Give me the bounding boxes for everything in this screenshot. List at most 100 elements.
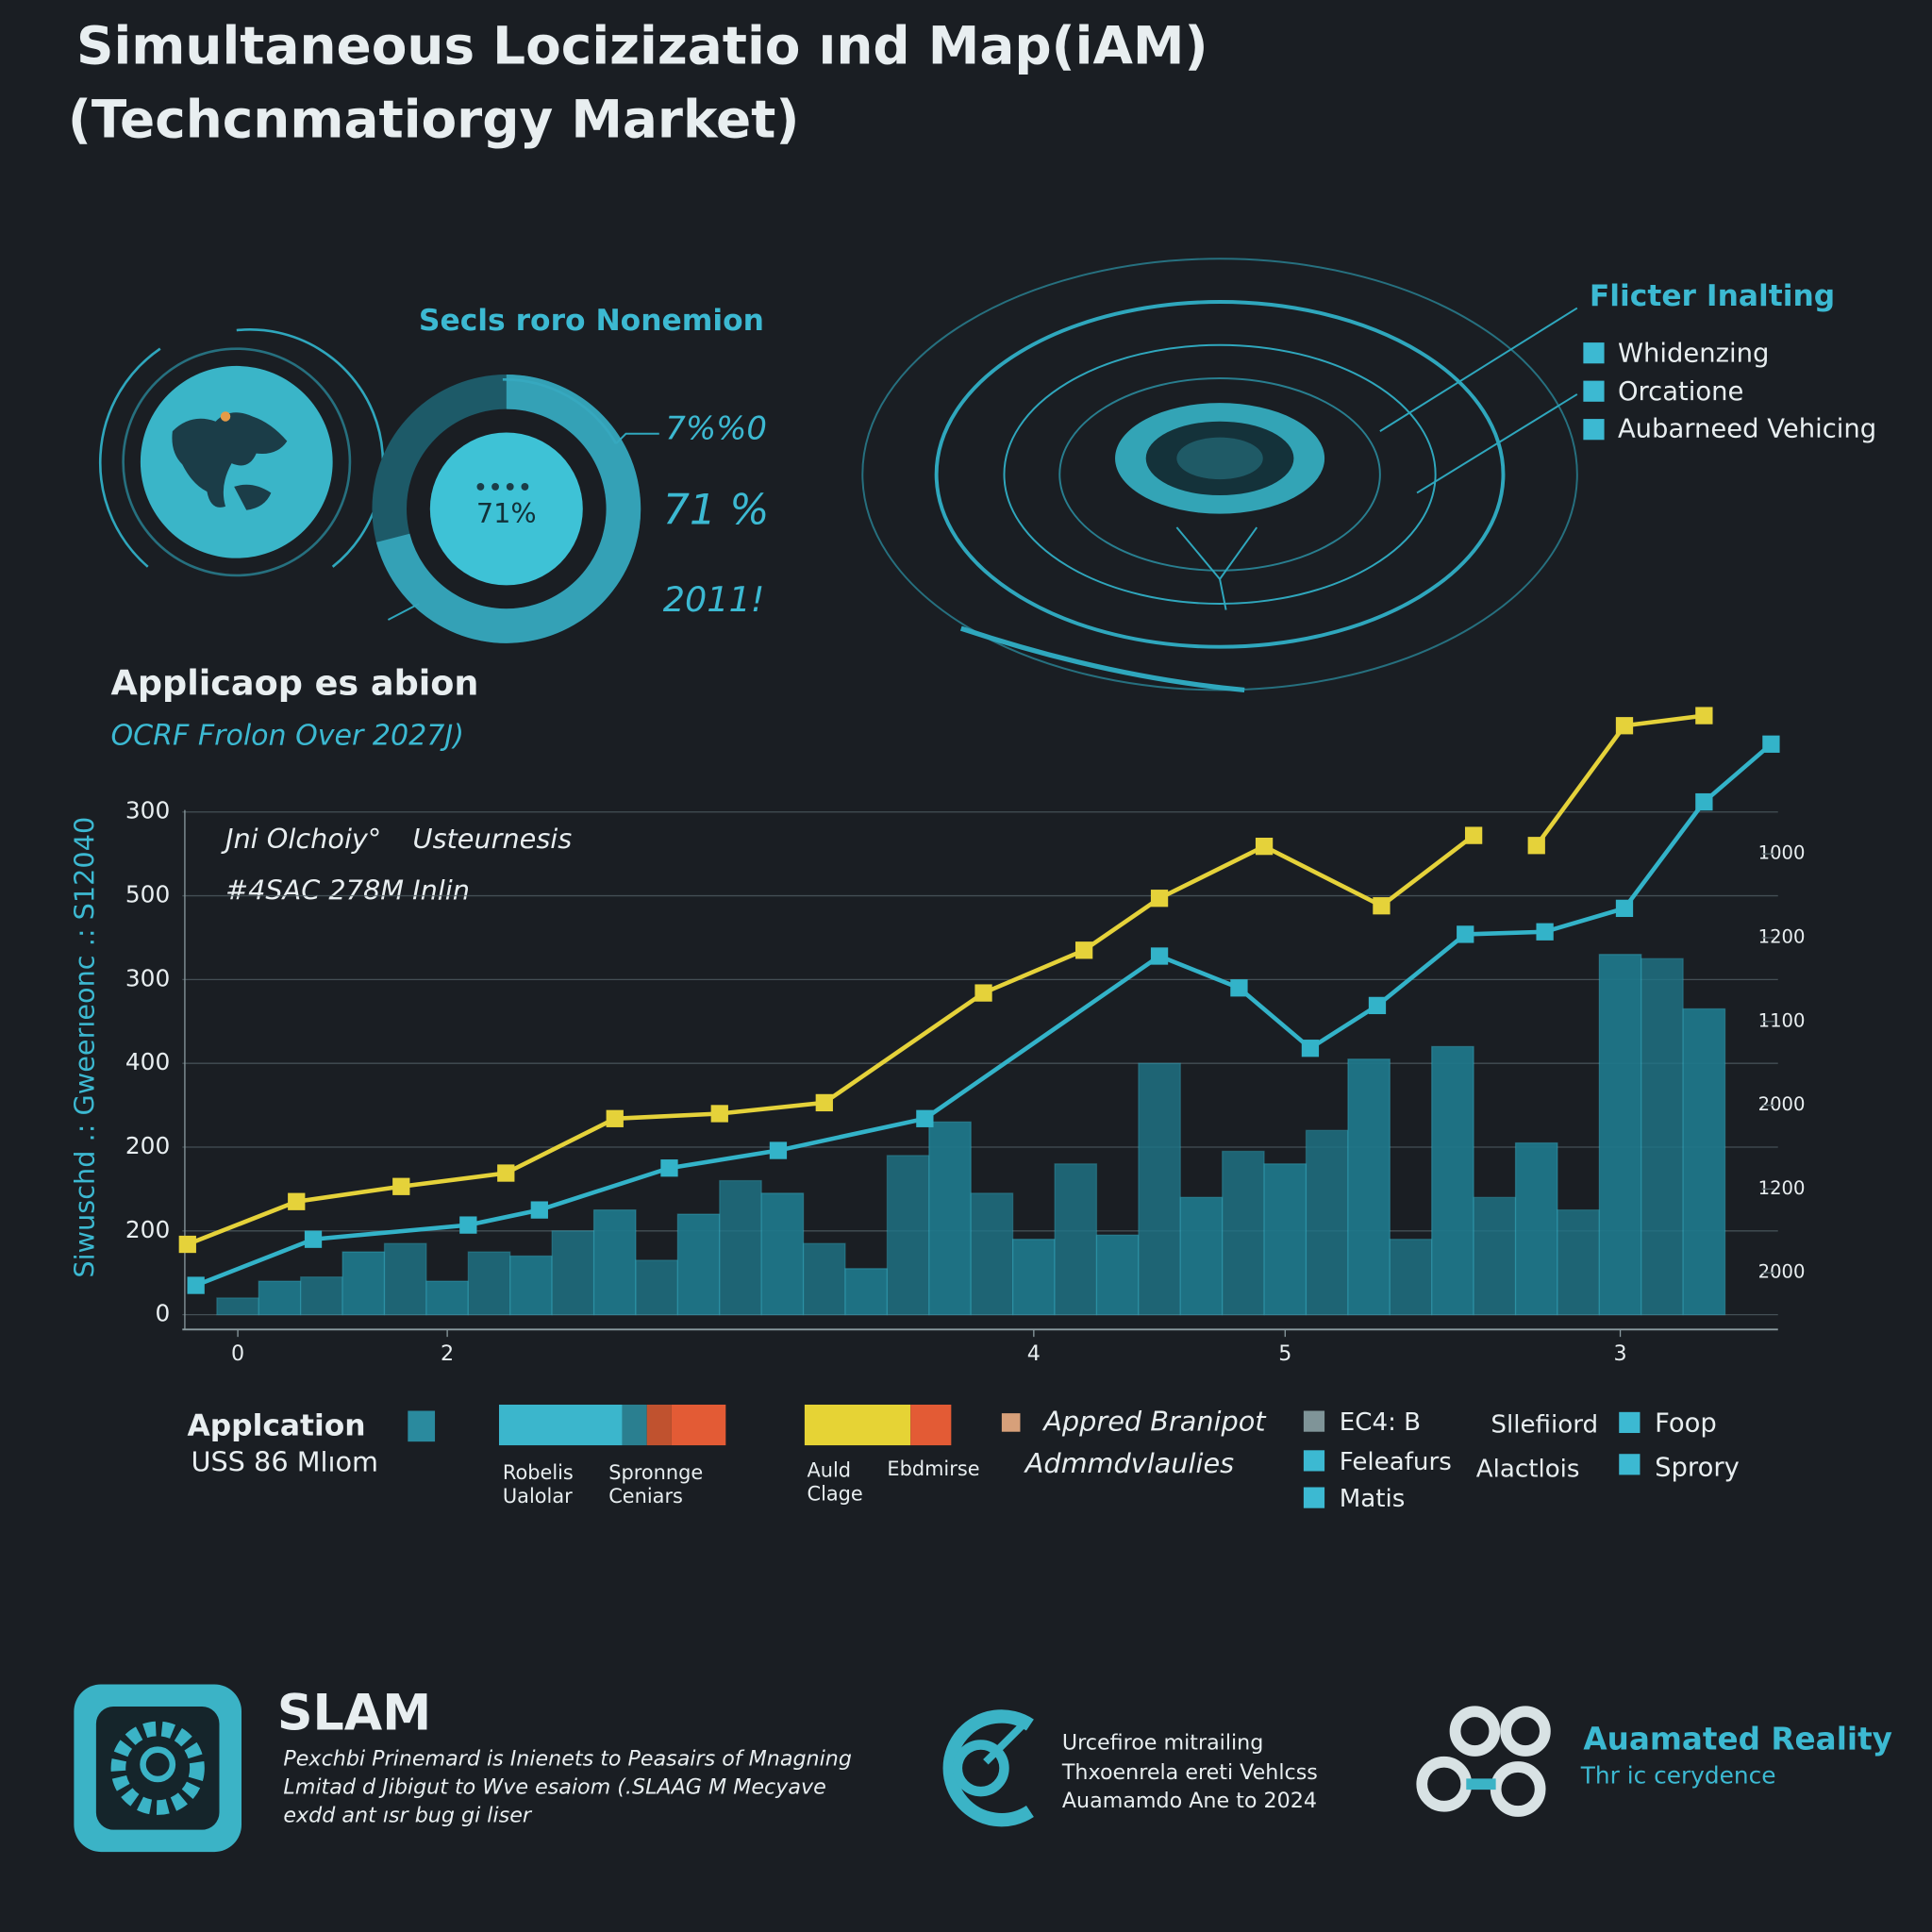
bar	[1473, 1196, 1517, 1316]
bar	[341, 1251, 386, 1316]
marker	[1457, 925, 1474, 943]
bar	[592, 1208, 637, 1316]
stat: 7%%0	[665, 409, 767, 447]
marker	[288, 1192, 306, 1210]
x-tick-label: 5	[1278, 1341, 1291, 1366]
bar	[1514, 1141, 1558, 1316]
bar	[509, 1255, 553, 1316]
marker	[497, 1164, 515, 1182]
marker	[916, 1109, 934, 1127]
legend-label: Matis	[1340, 1485, 1406, 1513]
marker	[1536, 923, 1554, 941]
bar	[928, 1121, 972, 1316]
bar	[1138, 1062, 1181, 1316]
marker	[1074, 941, 1093, 959]
radar-graphic	[861, 258, 1578, 693]
marker	[1615, 717, 1634, 735]
legend-label: Appred Branipot	[1041, 1406, 1267, 1438]
marker	[1464, 826, 1483, 844]
legend-label: Sllefiiord	[1491, 1411, 1598, 1440]
legend-panel-amount: USS 86 Mlıom	[191, 1446, 378, 1478]
marker	[1230, 979, 1248, 997]
annotation: Usteurnesis	[413, 823, 573, 855]
bar	[1011, 1239, 1056, 1316]
marker	[1368, 996, 1387, 1015]
slam-title: SLAM	[277, 1685, 431, 1741]
bar	[719, 1179, 762, 1316]
legend-swatch	[1583, 342, 1605, 364]
y-tick-label: 300	[125, 797, 170, 824]
y2-tick-label: 1200	[1758, 925, 1806, 947]
bar	[1431, 1045, 1474, 1316]
legend-swatch	[1583, 380, 1605, 402]
y-tick-label: 200	[125, 1216, 170, 1243]
x-tick-label: 0	[231, 1341, 244, 1366]
bar	[1095, 1234, 1140, 1316]
bar	[1641, 958, 1684, 1316]
bar	[1598, 954, 1642, 1316]
legend-label: Aubarneed Vehicing	[1618, 414, 1876, 443]
y-axis-label: Siwuschd .: Gweerıeonc .: S12040	[68, 817, 100, 1278]
legend-label: Alactlois	[1476, 1456, 1580, 1484]
line	[194, 742, 1773, 1288]
bar	[635, 1259, 679, 1316]
ar-title: Auamated Reality	[1583, 1722, 1892, 1757]
annotation: #4SAC 278M Inlin	[225, 874, 470, 907]
bar	[1222, 1150, 1265, 1316]
y-tick-label: 200	[125, 1132, 170, 1159]
section-title: Secls roro Nonemion	[419, 304, 764, 338]
legend-label: Orcatione	[1618, 377, 1743, 407]
bar	[886, 1155, 930, 1316]
marker	[304, 1230, 323, 1248]
slam-icon	[74, 1684, 242, 1853]
bar	[258, 1280, 302, 1316]
bar	[551, 1230, 595, 1316]
legend-title: Flicter Inalting	[1590, 279, 1835, 313]
stat: 2011!	[663, 579, 765, 620]
marker	[974, 984, 992, 1002]
bar	[1179, 1196, 1224, 1316]
marker	[459, 1216, 477, 1234]
legend-label: Sprory	[1655, 1453, 1740, 1482]
bar	[676, 1213, 721, 1316]
marker	[660, 1159, 678, 1177]
bar	[1682, 1008, 1726, 1316]
marker	[178, 1235, 196, 1254]
bar	[802, 1242, 846, 1316]
marker	[1762, 735, 1780, 753]
center-text: Auamamdo Ane to 2024	[1062, 1789, 1317, 1813]
chart-title: Applicaop es abion	[111, 663, 479, 704]
legend-panel-title: Applcation	[188, 1408, 366, 1442]
legend-label: Feleafurs	[1340, 1448, 1452, 1476]
marker	[769, 1141, 788, 1159]
center-text: Thxoenrela ereti Vehlcss	[1061, 1760, 1318, 1785]
marker	[392, 1177, 410, 1195]
legend-label: Clage	[808, 1482, 863, 1505]
y-tick-label: 400	[125, 1048, 170, 1075]
y2-tick-label: 2000	[1758, 1261, 1806, 1283]
legend-swatches	[408, 1404, 1641, 1508]
bar	[970, 1192, 1014, 1316]
ar-icon	[1416, 1706, 1551, 1817]
legend-label: Ebdmirse	[887, 1457, 979, 1480]
legend-label: Admmdvlaulies	[1024, 1447, 1234, 1479]
marker	[1373, 897, 1391, 915]
center-label: 71%	[476, 497, 537, 529]
annotation: Jni Olchoiy°	[221, 823, 381, 855]
marker	[1695, 707, 1713, 724]
stat: 71 %	[663, 486, 770, 534]
bar	[216, 1297, 259, 1316]
legend-label: Foop	[1655, 1408, 1717, 1438]
legend-label: Auld	[808, 1459, 852, 1482]
slam-text: Pexchbi Prinemard is Inienets to Peasair…	[283, 1747, 852, 1772]
x-tick-label: 2	[441, 1341, 454, 1366]
bar	[1557, 1208, 1600, 1316]
legend-label: Ualolar	[503, 1485, 573, 1507]
bar	[844, 1268, 889, 1316]
marker	[530, 1201, 548, 1219]
title: Simultaneous Locizizatio ınd Map(iAM)	[76, 15, 1208, 75]
bar	[1054, 1163, 1098, 1316]
donut	[372, 375, 659, 643]
slam-text: exdd ant ısr bug gi liser	[283, 1804, 532, 1828]
